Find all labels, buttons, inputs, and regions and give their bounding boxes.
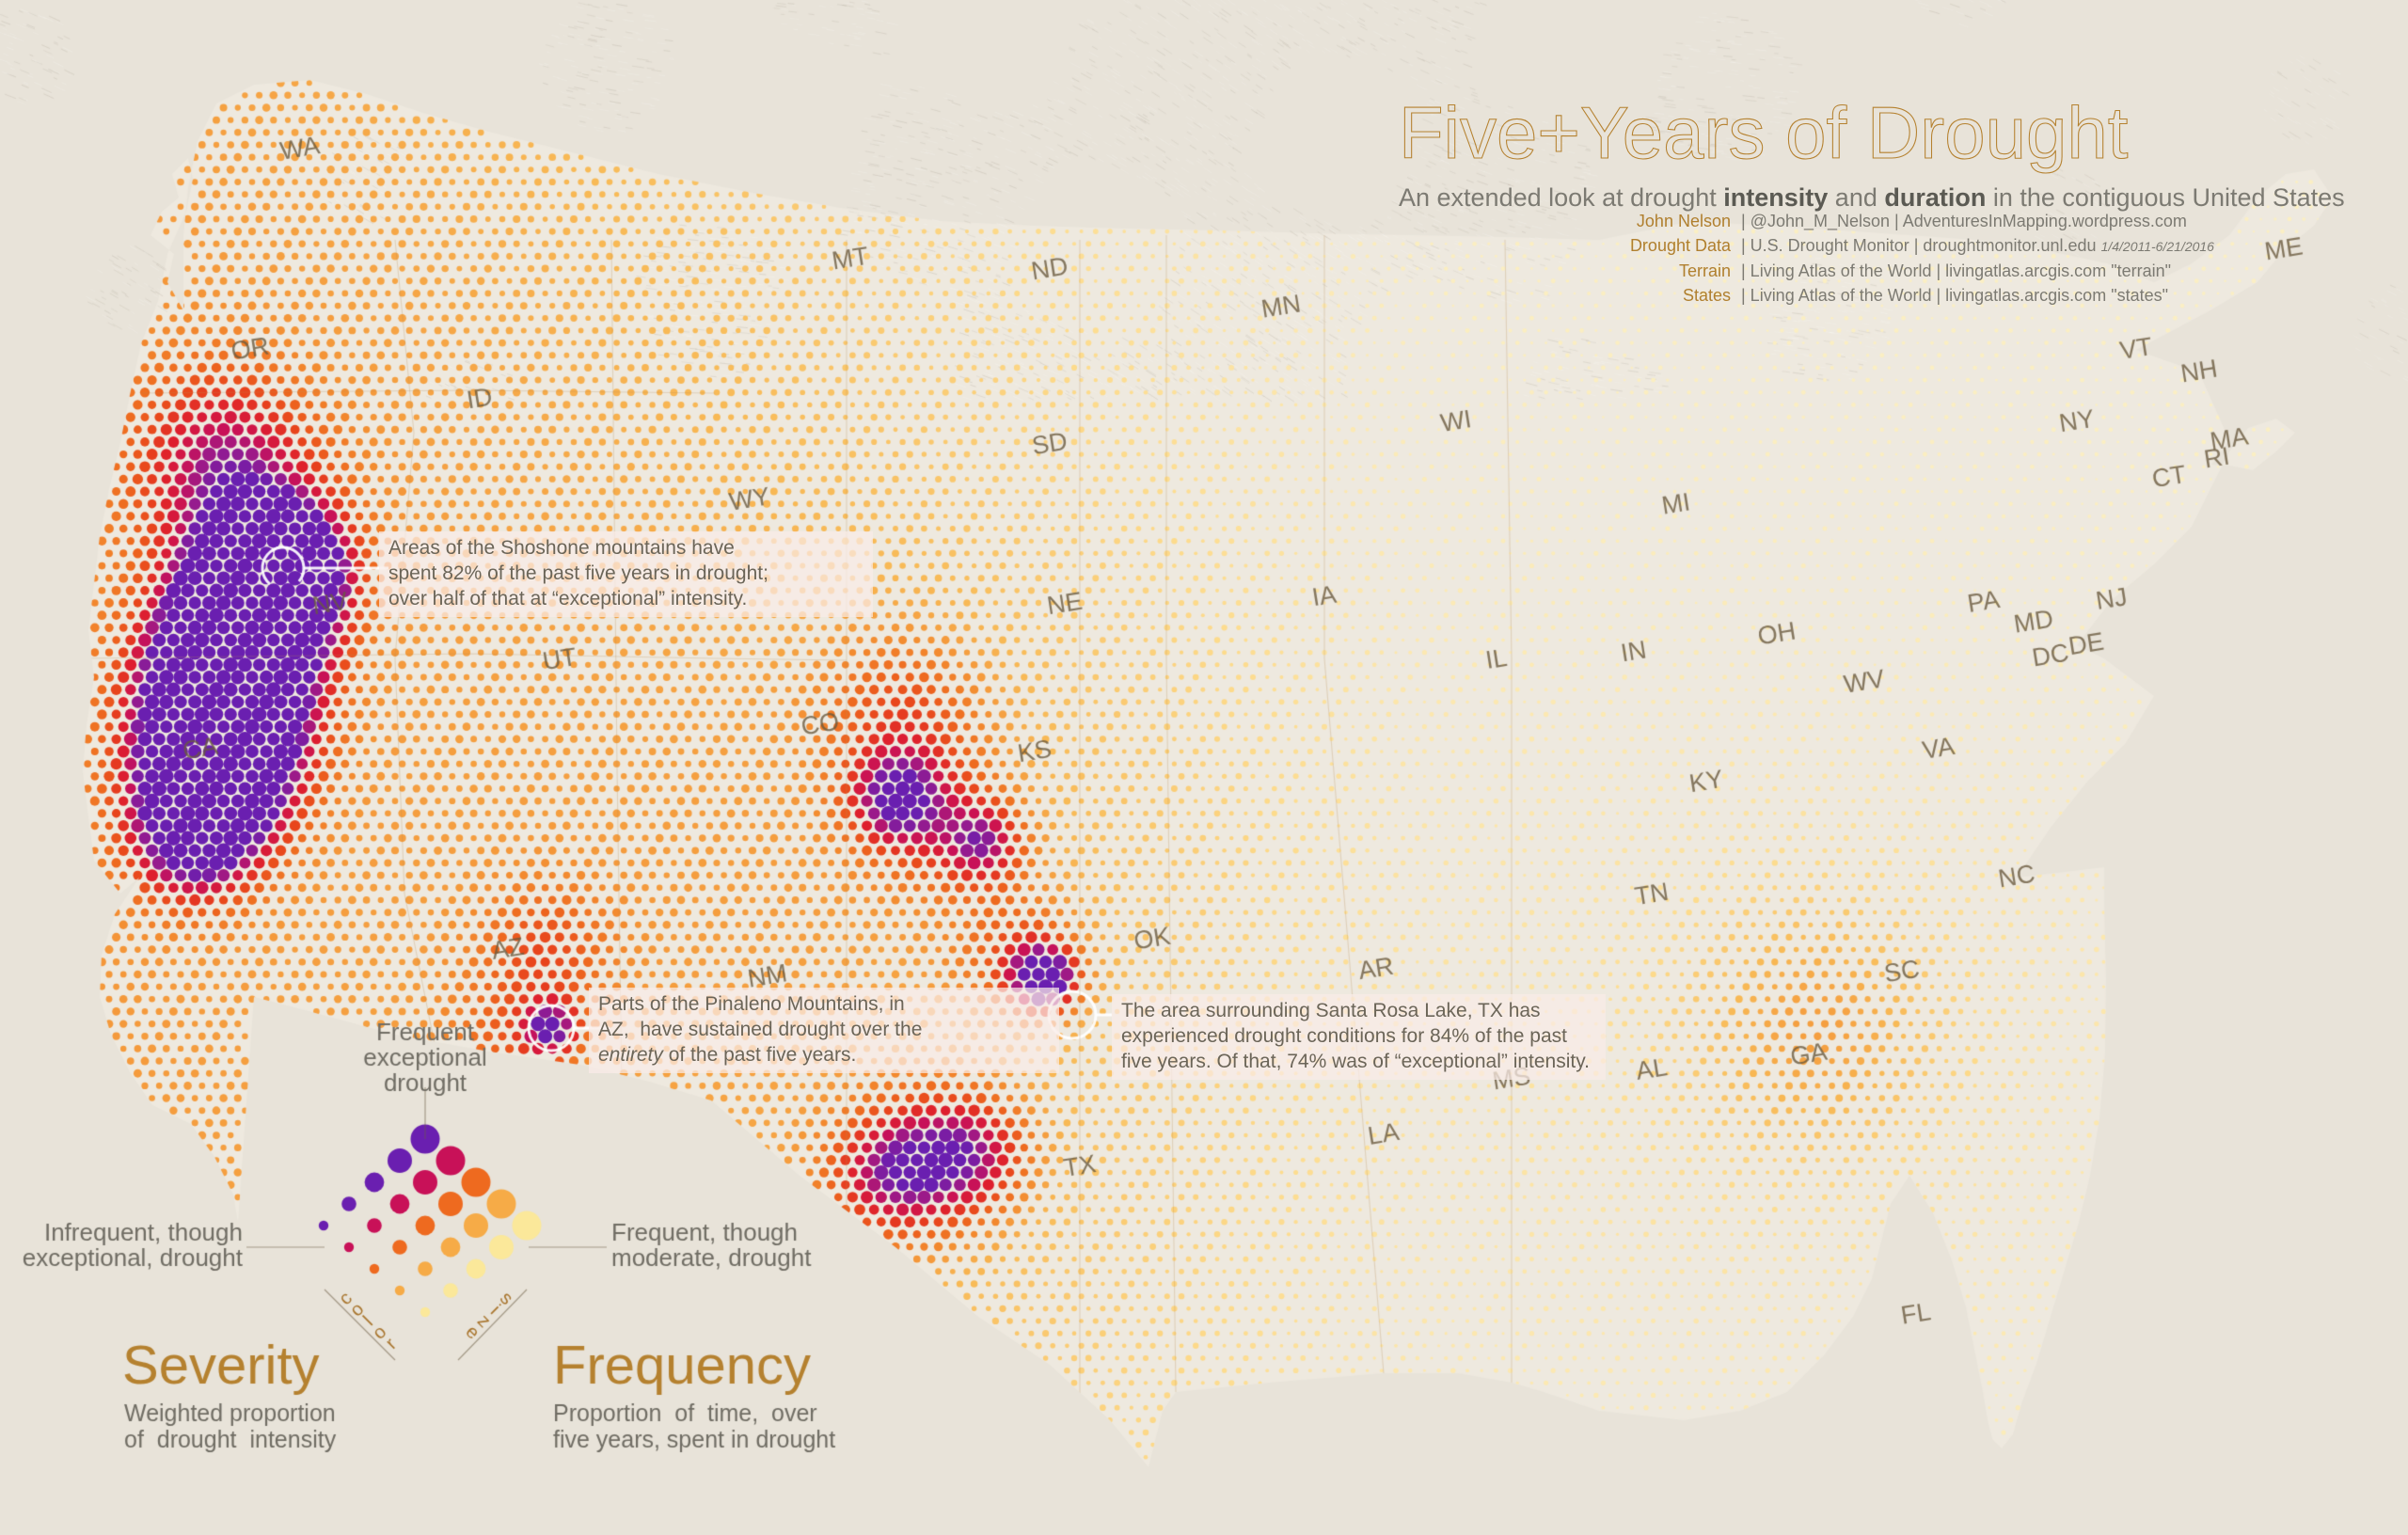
svg-text:Five+Years of Drought: Five+Years of Drought: [1399, 91, 2129, 174]
